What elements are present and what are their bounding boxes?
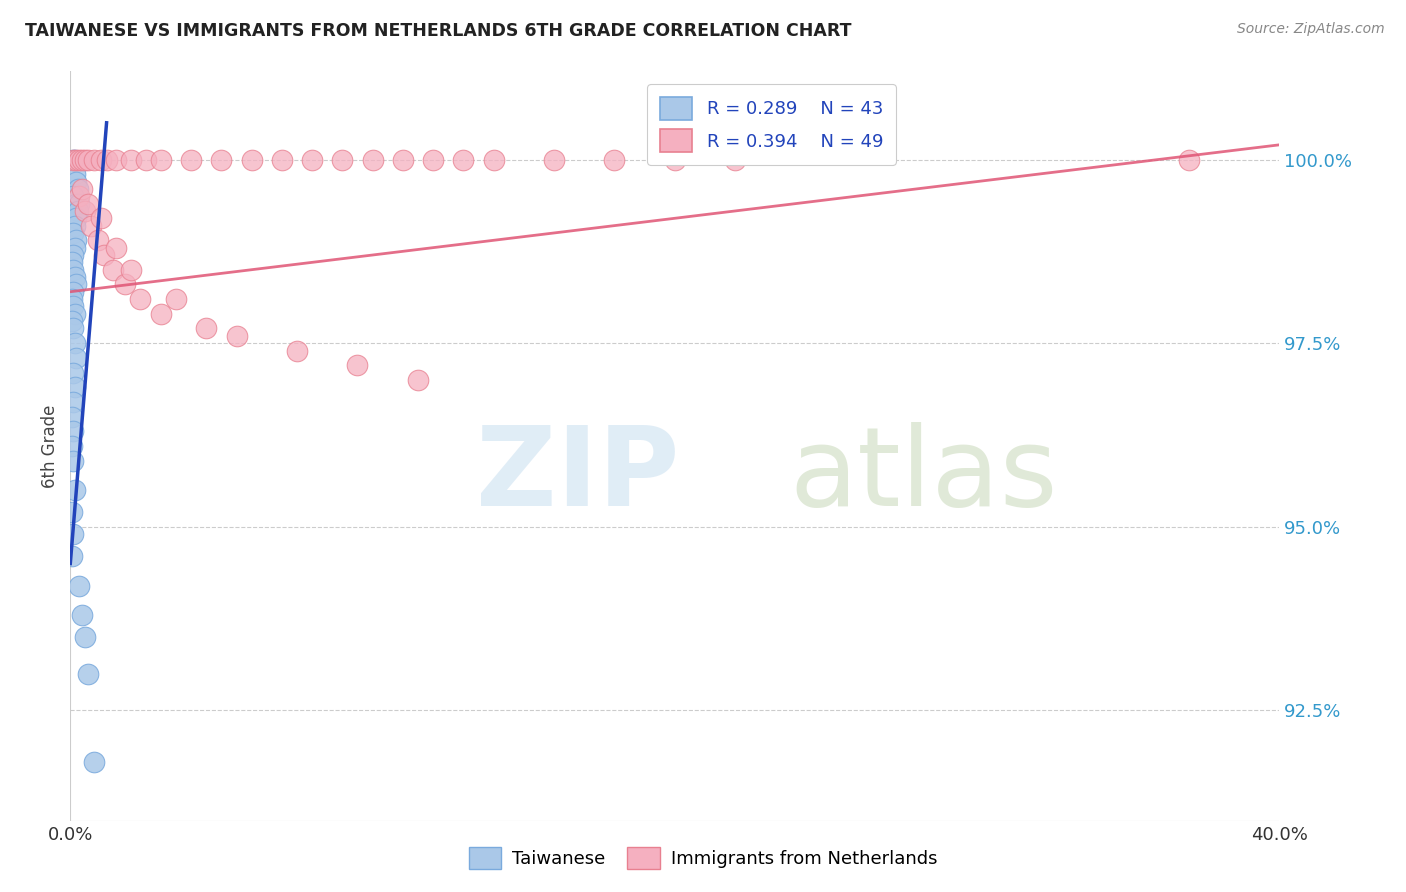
Point [135, 153, 157, 167]
Point [63, 307, 86, 321]
Y-axis label: 6th Grade: 6th Grade [41, 404, 59, 488]
Point [270, 153, 294, 167]
Point [72, 607, 94, 622]
Point [60, 505, 83, 519]
Point [120, 262, 142, 277]
Point [62, 300, 84, 314]
Point [62, 153, 84, 167]
Point [60, 255, 83, 269]
Point [120, 153, 142, 167]
Point [62, 395, 84, 409]
Point [62, 527, 84, 541]
Point [65, 233, 87, 247]
Point [422, 153, 444, 167]
Point [75, 630, 97, 644]
Text: ZIP: ZIP [477, 423, 681, 530]
Point [83, 153, 105, 167]
Point [62, 226, 84, 240]
Point [128, 292, 150, 306]
Point [83, 755, 105, 769]
Point [60, 292, 83, 306]
Point [67, 189, 90, 203]
Legend: R = 0.289    N = 43, R = 0.394    N = 49: R = 0.289 N = 43, R = 0.394 N = 49 [647, 84, 896, 165]
Point [62, 153, 84, 167]
Point [60, 314, 83, 328]
Point [63, 241, 86, 255]
Point [65, 153, 87, 167]
Point [90, 211, 111, 226]
Point [150, 153, 173, 167]
Point [67, 578, 90, 592]
Legend: Taiwanese, Immigrants from Netherlands: Taiwanese, Immigrants from Netherlands [461, 839, 945, 876]
Point [225, 328, 247, 343]
Text: atlas: atlas [790, 423, 1059, 530]
Point [603, 153, 626, 167]
Point [65, 175, 87, 189]
Point [62, 285, 84, 299]
Point [60, 549, 83, 564]
Point [664, 153, 686, 167]
Point [63, 483, 86, 497]
Point [60, 439, 83, 453]
Point [80, 219, 103, 233]
Point [66, 182, 89, 196]
Point [90, 153, 111, 167]
Point [240, 153, 263, 167]
Point [67, 196, 90, 211]
Text: Source: ZipAtlas.com: Source: ZipAtlas.com [1237, 22, 1385, 37]
Point [67, 153, 90, 167]
Point [724, 153, 747, 167]
Point [63, 336, 86, 351]
Point [543, 153, 565, 167]
Point [104, 153, 127, 167]
Point [211, 153, 233, 167]
Point [361, 153, 384, 167]
Point [75, 203, 97, 218]
Point [96, 153, 118, 167]
Point [62, 453, 84, 467]
Point [65, 277, 87, 292]
Point [72, 182, 94, 196]
Point [86, 233, 108, 247]
Point [101, 262, 124, 277]
Point [62, 248, 84, 262]
Point [65, 211, 87, 226]
Point [180, 153, 202, 167]
Point [63, 380, 86, 394]
Point [77, 153, 100, 167]
Point [63, 270, 86, 285]
Point [453, 153, 475, 167]
Point [62, 189, 84, 203]
Point [60, 409, 83, 424]
Point [77, 666, 100, 681]
Point [63, 167, 86, 181]
Point [77, 196, 100, 211]
Point [195, 321, 218, 335]
Point [62, 425, 84, 439]
Point [104, 241, 127, 255]
Point [62, 366, 84, 380]
Point [332, 153, 354, 167]
Point [114, 277, 136, 292]
Point [65, 351, 87, 365]
Point [62, 321, 84, 335]
Point [75, 153, 97, 167]
Point [301, 153, 323, 167]
Point [93, 248, 115, 262]
Point [285, 343, 308, 358]
Point [66, 203, 89, 218]
Point [1178, 153, 1201, 167]
Point [65, 196, 87, 211]
Point [62, 262, 84, 277]
Point [63, 153, 86, 167]
Point [63, 219, 86, 233]
Point [72, 153, 94, 167]
Point [150, 307, 173, 321]
Point [482, 153, 505, 167]
Point [391, 153, 415, 167]
Point [165, 292, 187, 306]
Point [346, 358, 368, 372]
Point [406, 373, 429, 387]
Text: TAIWANESE VS IMMIGRANTS FROM NETHERLANDS 6TH GRADE CORRELATION CHART: TAIWANESE VS IMMIGRANTS FROM NETHERLANDS… [25, 22, 852, 40]
